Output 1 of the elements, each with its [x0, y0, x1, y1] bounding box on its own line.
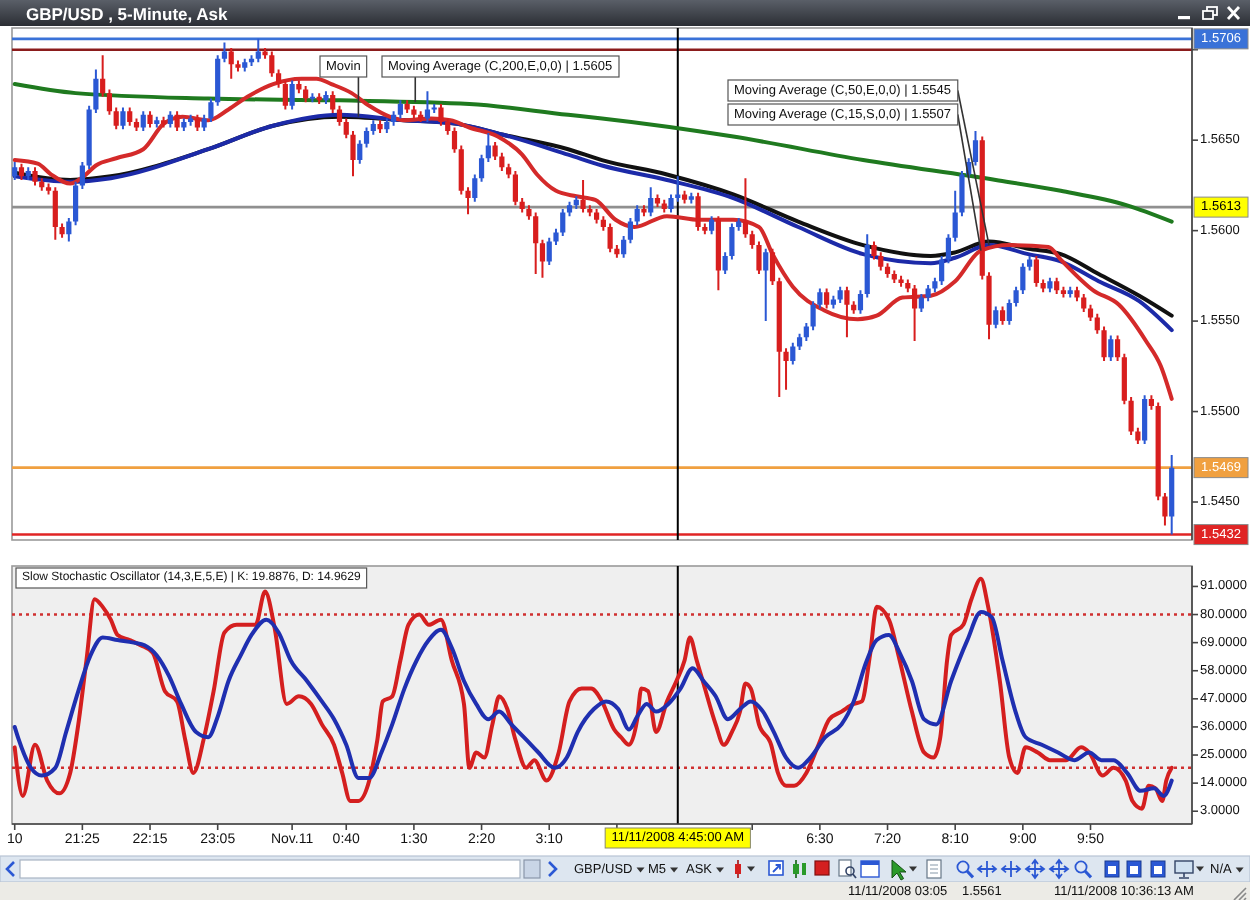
chart-title: GBP/USD , 5-Minute, Ask	[26, 4, 229, 24]
